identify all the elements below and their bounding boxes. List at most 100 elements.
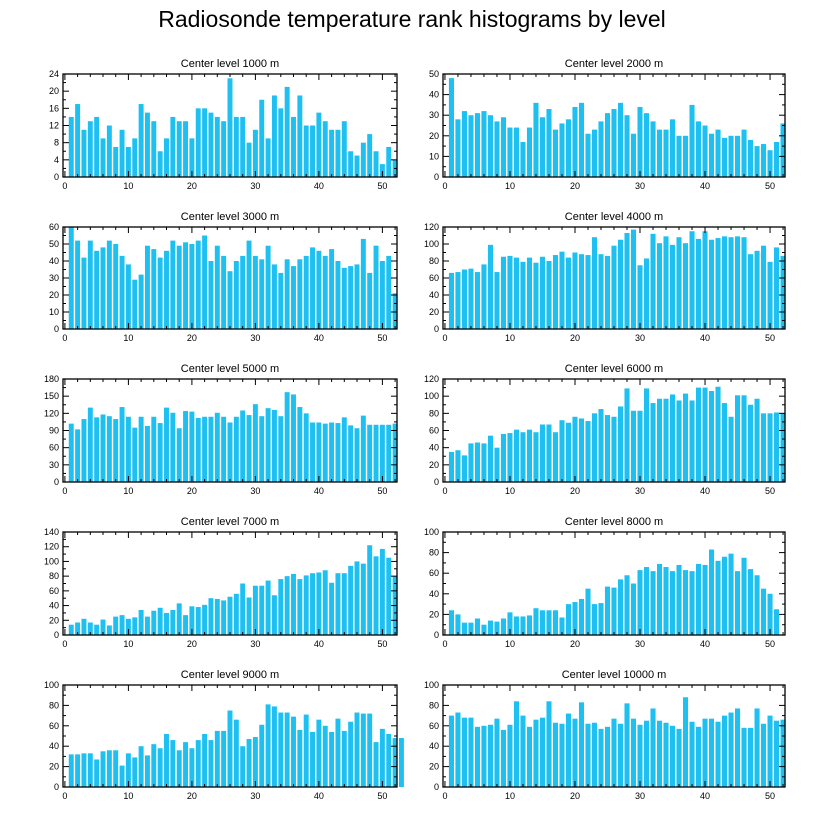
y-tick-label: 30 [49, 273, 59, 283]
histogram-bar [195, 417, 201, 482]
x-tick-label: 40 [314, 791, 324, 801]
x-tick-label: 40 [700, 639, 710, 649]
histogram-bar [316, 422, 322, 482]
histogram-bar [373, 742, 379, 787]
histogram-bar [494, 718, 500, 787]
x-tick-label: 0 [62, 791, 67, 801]
histogram-bar [630, 133, 637, 177]
y-tick-label: 140 [44, 527, 59, 537]
histogram-bar [533, 262, 539, 329]
histogram-bar [106, 240, 112, 329]
histogram-bar [572, 718, 578, 787]
histogram-bar [335, 129, 341, 177]
histogram-bar [533, 432, 539, 482]
histogram-bar [513, 127, 520, 177]
y-tick-label: 80 [49, 571, 59, 581]
histogram-bar [75, 429, 81, 482]
histogram-bar [303, 714, 309, 787]
histogram-bar [284, 86, 290, 178]
histogram-bar [373, 245, 379, 329]
histogram-bar [695, 238, 702, 329]
histogram-bar [303, 575, 309, 635]
histogram-bar [695, 387, 702, 482]
histogram-panel-9: Center level 9000 m 0 20 40 60 80 100 0 10 20 30 40… [44, 669, 404, 801]
histogram-bar [611, 245, 617, 329]
histogram-bar [265, 704, 271, 787]
histogram-bar [157, 607, 163, 635]
histogram-bar [316, 250, 322, 329]
histogram-bar [259, 416, 265, 482]
histogram-bar [329, 129, 335, 177]
histogram-bar [335, 261, 341, 329]
histogram-bar [310, 125, 316, 177]
histogram-bar [322, 255, 328, 329]
histogram-bar [663, 236, 669, 329]
histogram-bar [474, 726, 480, 787]
y-tick-label: 80 [429, 256, 439, 266]
histogram-bar [233, 116, 239, 177]
y-tick-label: 100 [44, 556, 59, 566]
histogram-bar [761, 588, 767, 635]
histogram-bar [386, 424, 392, 482]
histogram-bar [151, 416, 157, 482]
histogram-bar [119, 765, 125, 787]
x-tick-label: 30 [250, 639, 260, 649]
histogram-bar [507, 724, 513, 787]
histogram-bar [767, 150, 773, 177]
histogram-bar [604, 415, 611, 482]
histogram-bar [578, 702, 585, 787]
histogram-bar [448, 451, 454, 482]
histogram-bar [157, 748, 163, 787]
histogram-bar [310, 422, 316, 482]
histogram-bar [278, 579, 284, 635]
histogram-bar [500, 618, 506, 635]
histogram-bar [157, 151, 163, 177]
histogram-bar [754, 146, 760, 177]
histogram-bar [741, 395, 747, 482]
x-tick-label: 40 [700, 791, 710, 801]
histogram-bar [767, 261, 773, 329]
histogram-bar [722, 137, 728, 177]
histogram-bar [94, 759, 100, 787]
histogram-bar [75, 104, 81, 177]
histogram-bar [386, 733, 392, 787]
histogram-bar [392, 423, 398, 482]
x-tick-label: 10 [505, 333, 515, 343]
histogram-bar [151, 249, 157, 329]
histogram-bar [637, 106, 643, 177]
histogram-bar [565, 257, 572, 329]
x-tick-label: 40 [314, 181, 324, 191]
histogram-bar [669, 725, 676, 787]
histogram-bar [138, 104, 144, 177]
histogram-bar [552, 255, 559, 329]
histogram-bar [715, 560, 721, 635]
histogram-panel-1: Center level 1000 m 0 4 8 12 16 20 24 0 10 20 30 40 5… [49, 58, 398, 191]
histogram-bar [392, 293, 398, 329]
histogram-bar [702, 564, 708, 635]
histogram-bar [386, 557, 392, 635]
histogram-bar [202, 416, 208, 482]
histogram-bar [468, 443, 474, 483]
y-tick-label: 150 [44, 391, 59, 401]
histogram-bar [533, 719, 539, 787]
histogram-bar [539, 717, 546, 787]
histogram-bar [176, 428, 182, 482]
histogram-bar [591, 129, 598, 177]
histogram-bar [533, 608, 539, 635]
histogram-bar [303, 255, 309, 329]
histogram-bar [386, 255, 392, 329]
histogram-bar [611, 109, 617, 177]
y-tick-label: 80 [429, 548, 439, 558]
histogram-bar [367, 713, 373, 787]
histogram-bar [208, 740, 214, 787]
x-tick-label: 0 [442, 486, 447, 496]
histogram-bar [125, 618, 131, 635]
histogram-bar [767, 715, 773, 787]
y-tick-label: 60 [49, 586, 59, 596]
histogram-bar [75, 240, 81, 329]
histogram-bar [329, 731, 335, 787]
y-tick-label: 40 [429, 443, 439, 453]
histogram-bar [565, 422, 572, 482]
histogram-bar [310, 573, 316, 635]
histogram-bar [157, 257, 163, 329]
